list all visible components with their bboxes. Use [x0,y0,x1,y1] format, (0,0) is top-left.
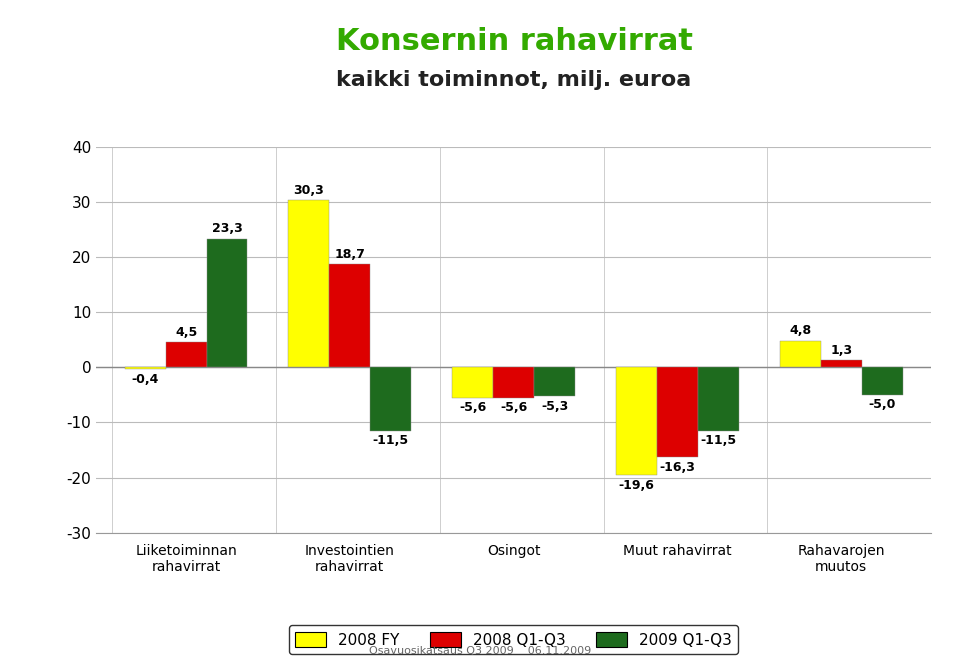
Bar [125,367,165,370]
Bar [288,200,329,367]
Text: Konsernin rahavirrat: Konsernin rahavirrat [336,27,693,56]
Text: -19,6: -19,6 [618,479,655,492]
Bar [493,367,534,398]
Text: -5,6: -5,6 [500,402,527,414]
Text: 30,3: 30,3 [294,184,324,196]
Text: -0,4: -0,4 [132,373,158,386]
Bar [821,360,862,367]
Text: -11,5: -11,5 [700,434,736,447]
Bar [371,367,411,431]
Text: -16,3: -16,3 [660,460,695,474]
Bar [862,367,902,395]
Bar [616,367,657,476]
Text: kaikki toiminnot, milj. euroa: kaikki toiminnot, milj. euroa [336,70,691,90]
Text: 23,3: 23,3 [211,222,242,235]
Text: -5,3: -5,3 [540,400,568,413]
Bar [780,341,821,367]
Bar [329,264,371,367]
Text: -5,0: -5,0 [869,398,896,411]
Bar [206,238,248,367]
Text: 4,8: 4,8 [789,324,811,338]
Text: 18,7: 18,7 [334,248,365,261]
Text: 1,3: 1,3 [830,344,852,357]
Bar [657,367,698,457]
Text: Osavuosikatsaus Q3 2009    06.11.2009: Osavuosikatsaus Q3 2009 06.11.2009 [369,646,591,656]
Legend: 2008 FY, 2008 Q1-Q3, 2009 Q1-Q3: 2008 FY, 2008 Q1-Q3, 2009 Q1-Q3 [289,625,738,653]
Bar [165,342,206,367]
Text: -11,5: -11,5 [372,434,409,447]
Bar [534,367,575,396]
Text: -5,6: -5,6 [459,402,487,414]
Text: 4,5: 4,5 [175,326,197,339]
Bar [452,367,493,398]
Bar [698,367,739,431]
